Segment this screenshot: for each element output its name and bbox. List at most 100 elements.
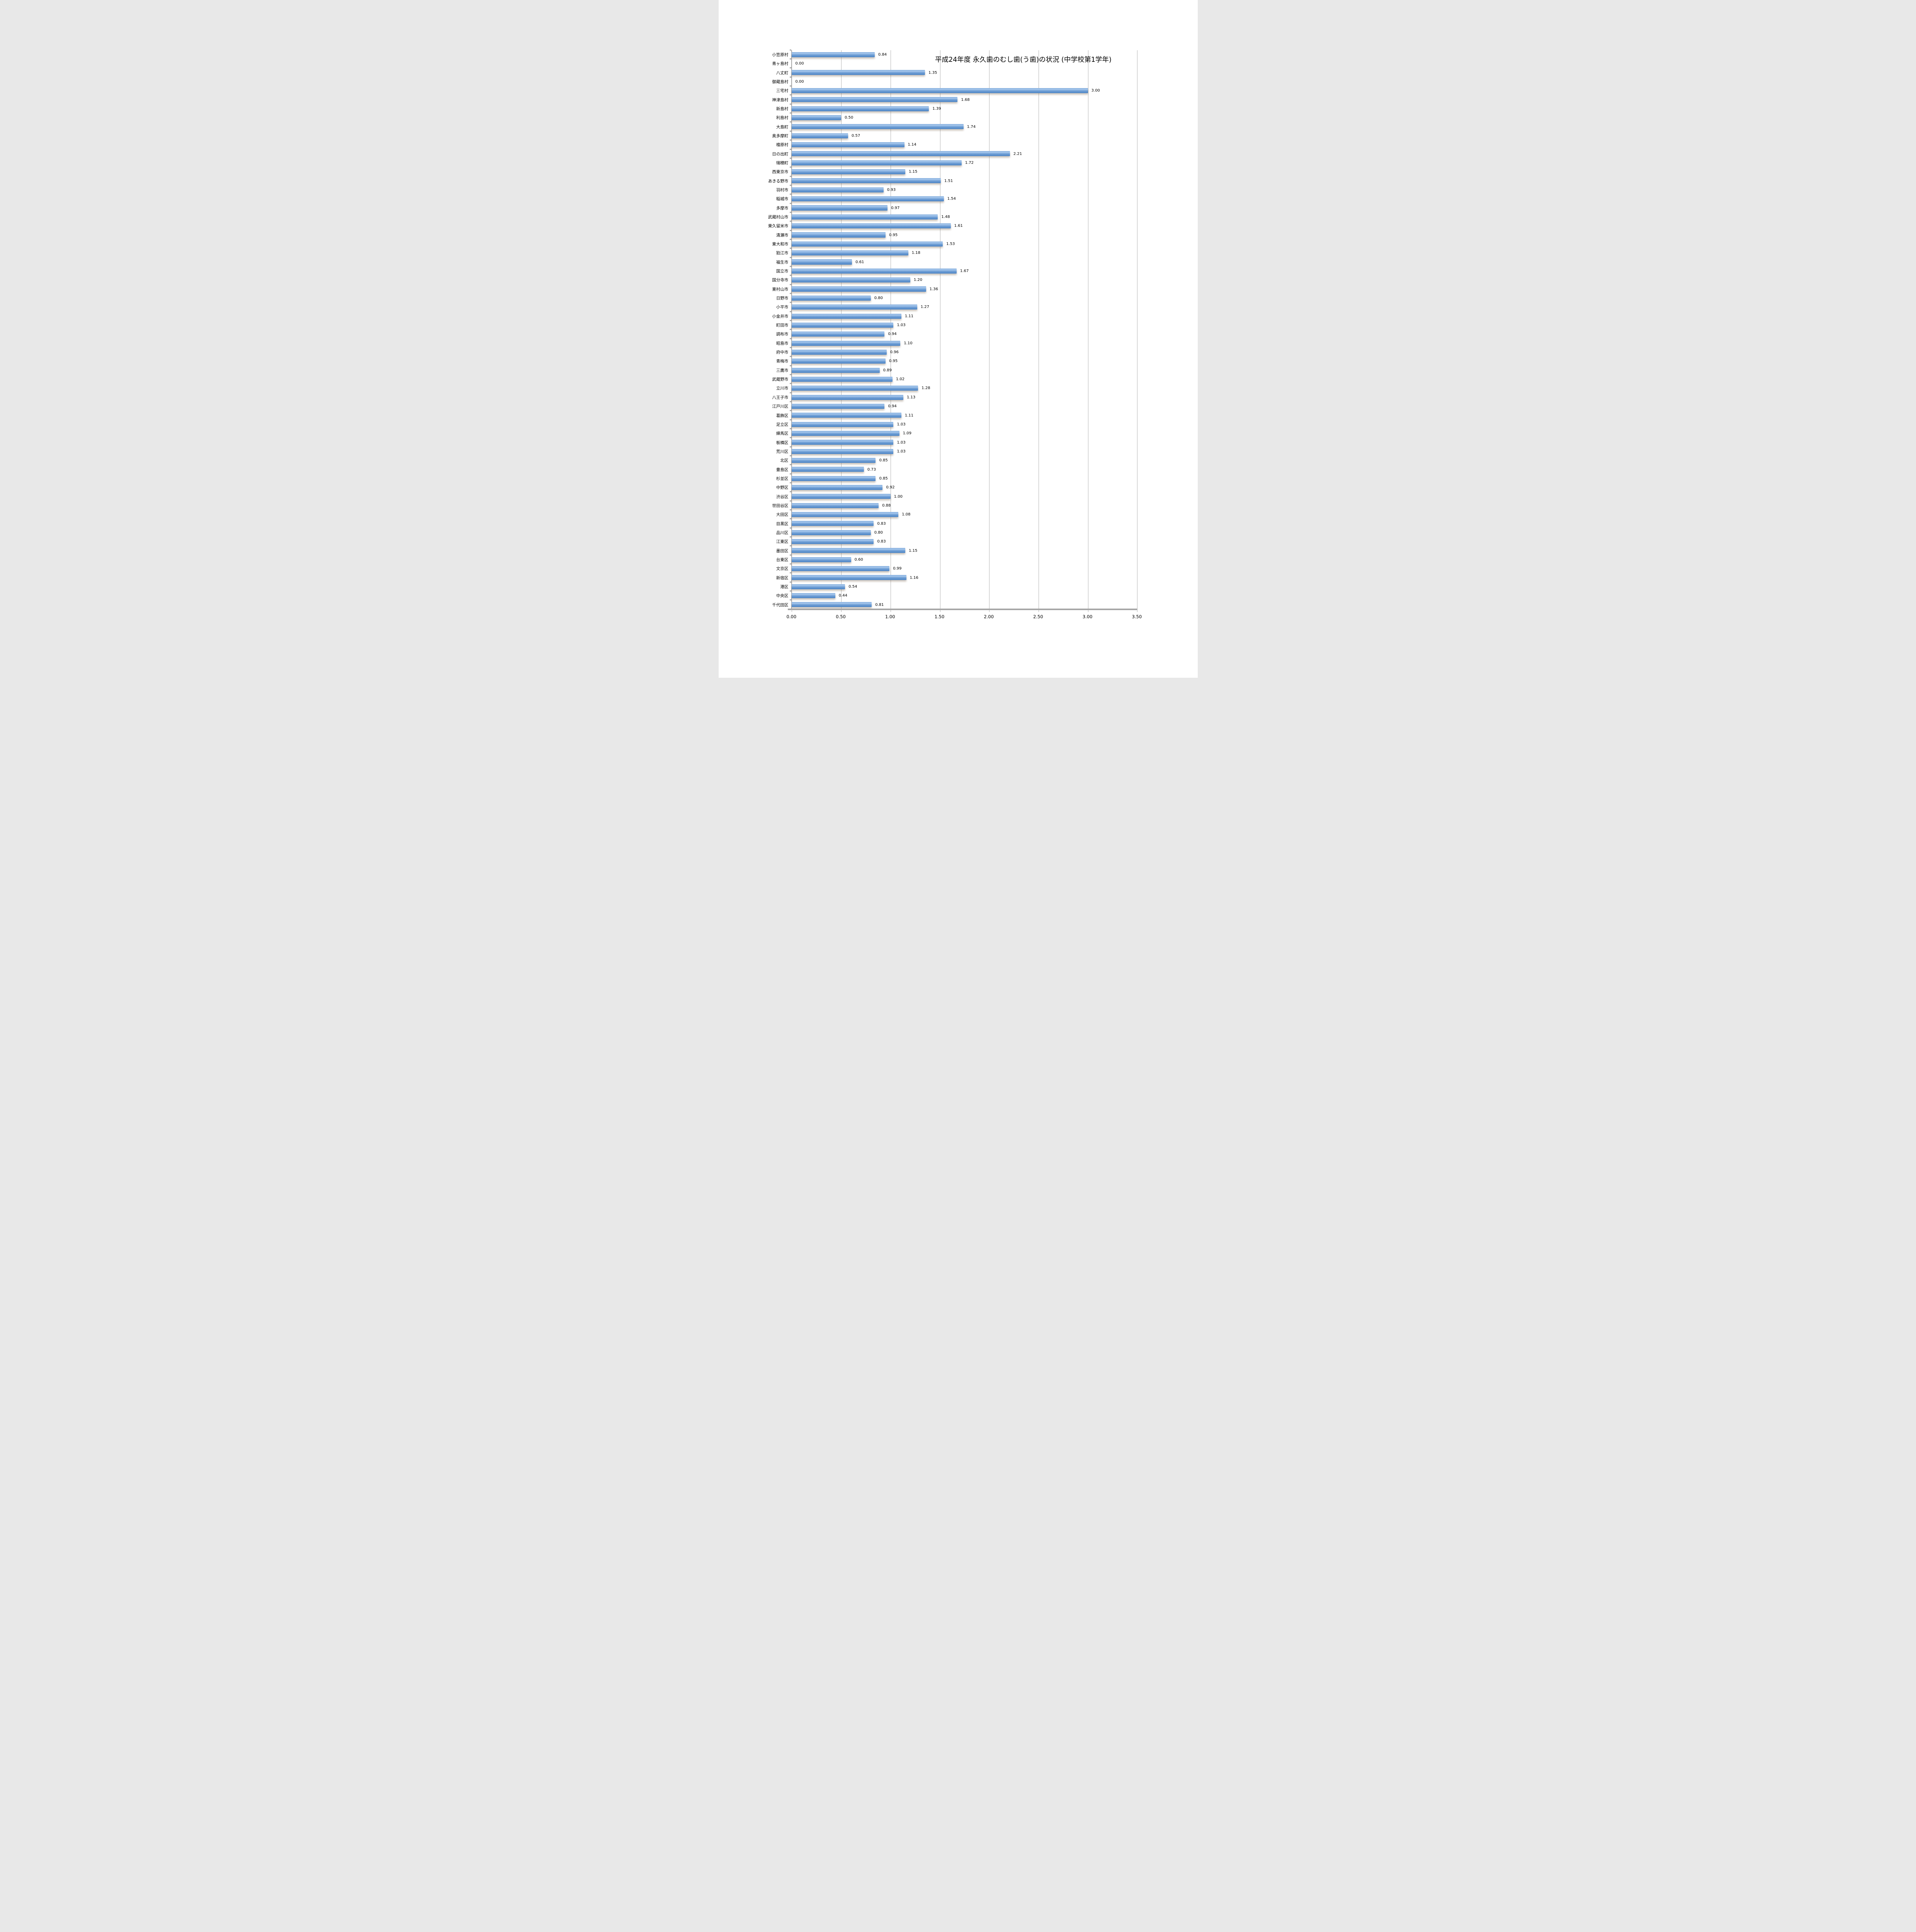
value-label: 0.85 [879, 458, 888, 463]
bar-row: 奥多摩町 0.57 [772, 131, 1137, 140]
bar-row: 葛飾区 1.11 [776, 411, 1137, 420]
value-label: 1.15 [909, 170, 918, 174]
bar-row: 品川区 0.80 [776, 528, 1137, 537]
y-axis-tick [790, 49, 792, 51]
x-tick-label: 2.50 [1033, 614, 1043, 620]
bar-row: 青梅市 0.95 [776, 357, 1137, 366]
category-label: 小金井市 [772, 314, 789, 319]
value-label: 0.54 [848, 584, 857, 589]
bar [792, 223, 951, 229]
bar-row: 新島村 1.39 [776, 104, 1137, 113]
bar-row: 千代田区 0.81 [772, 600, 1137, 609]
value-label: 0.60 [854, 557, 863, 562]
category-label: 豊島区 [776, 467, 789, 472]
bar-row: 文京区 0.99 [776, 564, 1137, 573]
y-axis-tick [790, 284, 792, 285]
category-label: 中野区 [776, 485, 789, 490]
value-label: 1.03 [897, 422, 906, 427]
value-label: 0.50 [845, 116, 853, 120]
category-label: 檜原村 [776, 143, 789, 148]
value-label: 1.53 [946, 242, 955, 247]
value-label: 0.84 [878, 52, 887, 57]
value-label: 0.81 [875, 602, 884, 607]
bar [792, 575, 906, 580]
value-label: 1.61 [954, 224, 963, 228]
category-label: 世田谷区 [772, 503, 789, 508]
y-axis-tick [790, 365, 792, 366]
y-axis-tick [790, 94, 792, 96]
value-label: 0.80 [874, 296, 883, 301]
category-label: 清瀬市 [776, 233, 789, 238]
category-label: 東村山市 [772, 287, 789, 292]
bar-row: 檜原村 1.14 [776, 140, 1137, 149]
category-label: 青ヶ島村 [772, 61, 789, 66]
category-label: 調布市 [776, 332, 789, 337]
category-label: 武蔵村山市 [768, 215, 789, 220]
y-axis-tick [790, 130, 792, 132]
category-label: 神津島村 [772, 97, 789, 102]
bar-row: 中野区 0.92 [776, 483, 1137, 492]
bar [792, 494, 891, 499]
y-axis-tick [790, 148, 792, 150]
bar [792, 359, 886, 364]
category-label: 羽村市 [776, 188, 789, 193]
y-axis-tick [790, 221, 792, 222]
category-label: 新宿区 [776, 575, 789, 580]
y-axis-tick [790, 545, 792, 547]
x-tick-label: 1.00 [885, 614, 895, 620]
bar [792, 503, 879, 508]
value-label: 0.00 [795, 79, 804, 84]
value-label: 1.03 [897, 323, 906, 328]
value-label: 0.94 [888, 332, 897, 337]
value-label: 1.54 [947, 197, 956, 201]
bar-row: 瑞穂町 1.72 [776, 158, 1137, 167]
bar-row: 杉並区 0.85 [776, 474, 1137, 483]
category-label: 国分寺市 [772, 278, 789, 283]
y-axis-tick [790, 464, 792, 466]
y-axis-tick [790, 275, 792, 276]
bar [792, 386, 918, 391]
category-label: 江戸川区 [772, 404, 789, 409]
value-label: 1.08 [902, 512, 911, 517]
y-axis-tick [790, 202, 792, 204]
y-axis-tick [790, 599, 792, 601]
bar [792, 70, 925, 75]
y-axis-tick [790, 175, 792, 177]
value-label: 1.51 [944, 179, 953, 183]
y-axis-tick [790, 338, 792, 339]
category-label: 大田区 [776, 512, 789, 517]
value-label: 0.94 [888, 404, 897, 409]
bar [792, 476, 876, 481]
bar [792, 169, 906, 175]
bar-row: 東村山市 1.36 [772, 285, 1137, 294]
value-label: 1.11 [904, 413, 914, 418]
bar-row: 北区 0.85 [780, 456, 1137, 465]
category-label: 足立区 [776, 422, 789, 427]
category-label: 杉並区 [776, 476, 789, 481]
bar [792, 539, 874, 544]
bar [792, 566, 890, 571]
value-label: 0.96 [890, 350, 899, 355]
value-label: 1.10 [904, 341, 913, 345]
category-label: 目黒区 [776, 521, 789, 526]
value-label: 3.00 [1091, 88, 1100, 93]
bar-row: 台東区 0.60 [776, 555, 1137, 564]
value-label: 1.68 [961, 97, 970, 102]
y-axis-tick [790, 67, 792, 69]
category-label: 府中市 [776, 350, 789, 355]
chart-sheet: 平成24年度 永久歯のむし歯(う歯)の状況 (中学校第1学年) 小笠原村 0.84… [718, 0, 1198, 678]
bar [792, 178, 941, 184]
bar-row: 神津島村 1.68 [772, 95, 1137, 104]
bar-row: 豊島区 0.73 [776, 465, 1137, 474]
y-axis-tick [790, 446, 792, 447]
y-axis-tick [790, 473, 792, 474]
value-label: 1.67 [960, 269, 969, 274]
bar-row: 青ヶ島村 0.00 [772, 59, 1137, 68]
y-axis-tick [790, 248, 792, 249]
value-label: 0.85 [879, 476, 888, 481]
bar [792, 187, 884, 192]
category-label: 東久留米市 [768, 224, 789, 229]
bar [792, 322, 894, 328]
bar [792, 268, 957, 274]
bar [792, 521, 874, 526]
